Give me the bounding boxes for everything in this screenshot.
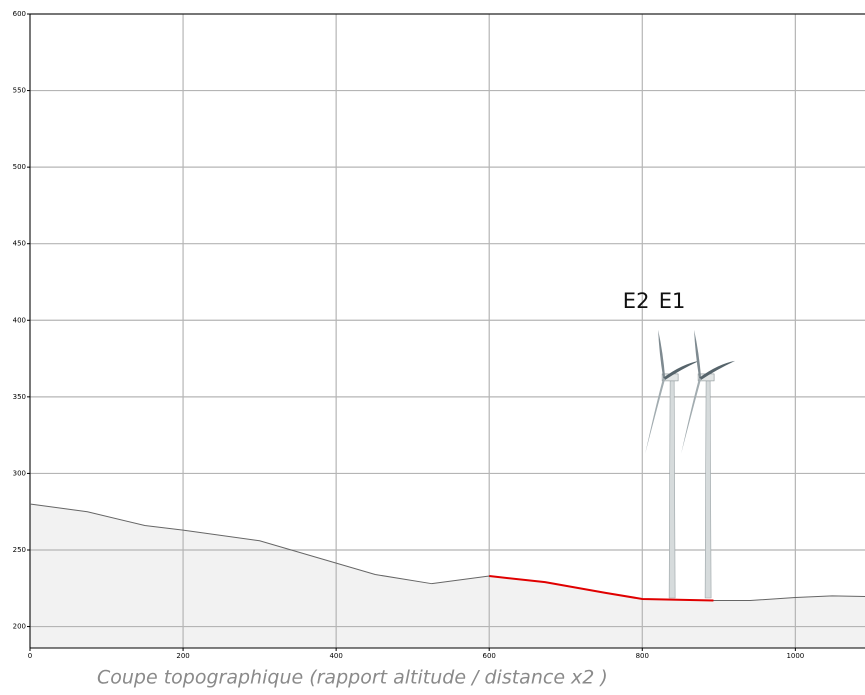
turbine bbox=[681, 329, 736, 599]
turbine-blade bbox=[699, 360, 736, 380]
turbine-label: E2 bbox=[623, 289, 650, 313]
y-tick-label: 300 bbox=[13, 469, 26, 477]
turbine-blade bbox=[663, 360, 700, 380]
x-tick-label: 0 bbox=[28, 652, 32, 660]
x-tick-label: 600 bbox=[483, 652, 496, 660]
turbine bbox=[645, 329, 700, 599]
turbine-tower bbox=[704, 377, 712, 599]
y-tick-label: 500 bbox=[13, 163, 26, 171]
turbine-blade bbox=[658, 329, 666, 378]
x-tick-label: 800 bbox=[636, 652, 649, 660]
y-tick-label: 550 bbox=[13, 87, 26, 95]
y-tick-label: 250 bbox=[13, 546, 26, 554]
x-tick-label: 200 bbox=[176, 652, 189, 660]
turbine-tower bbox=[668, 377, 676, 599]
turbine-blade bbox=[681, 377, 702, 454]
turbine-label: E1 bbox=[659, 289, 686, 313]
profile-line bbox=[489, 575, 714, 602]
terrain-area bbox=[30, 504, 865, 648]
caption: Coupe topographique (rapport altitude / … bbox=[97, 667, 608, 689]
x-tick-label: 400 bbox=[329, 652, 342, 660]
y-tick-label: 450 bbox=[13, 240, 26, 248]
y-tick-label: 350 bbox=[13, 393, 26, 401]
turbine-blade bbox=[694, 329, 702, 378]
y-tick-label: 400 bbox=[13, 316, 26, 324]
y-tick-label: 600 bbox=[13, 10, 26, 18]
x-tick-label: 1000 bbox=[786, 652, 804, 660]
turbine-blade bbox=[645, 377, 666, 454]
y-tick-label: 200 bbox=[13, 623, 26, 631]
